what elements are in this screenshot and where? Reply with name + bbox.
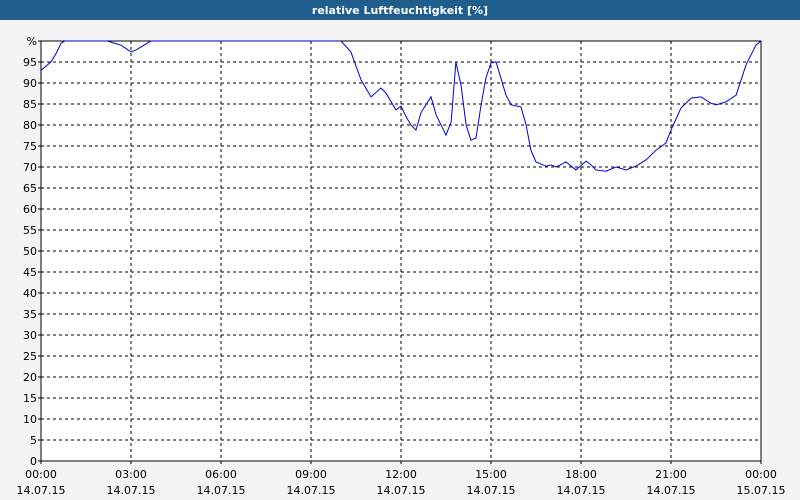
y-tick-label: 20 <box>23 371 37 384</box>
y-tick-label: 80 <box>23 119 37 132</box>
x-tick-date: 14.07.15 <box>287 484 336 497</box>
x-tick-label: 18:00 <box>565 468 597 481</box>
y-tick-label: 70 <box>23 161 37 174</box>
x-tick-label: 06:00 <box>205 468 237 481</box>
y-tick-label: 5 <box>30 434 37 447</box>
y-tick-label: 0 <box>30 455 37 468</box>
chart-title: relative Luftfeuchtigkeit [%] <box>312 4 488 17</box>
y-tick-label: 65 <box>23 182 37 195</box>
y-tick-label: 15 <box>23 392 37 405</box>
y-tick-label: 75 <box>23 140 37 153</box>
x-tick-date: 14.07.15 <box>377 484 426 497</box>
y-tick-label: 95 <box>23 56 37 69</box>
x-tick-date: 14.07.15 <box>467 484 516 497</box>
x-tick-label: 09:00 <box>295 468 327 481</box>
y-tick-label: 35 <box>23 308 37 321</box>
data-line <box>40 40 762 172</box>
x-tick-date: 14.07.15 <box>647 484 696 497</box>
y-tick-label: % <box>27 35 37 48</box>
x-tick-date: 14.07.15 <box>107 484 156 497</box>
plot-border <box>40 40 762 462</box>
x-tick-label: 00:00 <box>745 468 777 481</box>
y-tick-label: 10 <box>23 413 37 426</box>
y-tick-label: 90 <box>23 77 37 90</box>
x-tick-label: 15:00 <box>475 468 507 481</box>
y-tick-label: 85 <box>23 98 37 111</box>
y-tick-label: 55 <box>23 224 37 237</box>
title-bar <box>0 0 800 20</box>
x-tick-date: 15.07.15 <box>737 484 786 497</box>
x-tick-date: 14.07.15 <box>557 484 606 497</box>
y-tick-label: 50 <box>23 245 37 258</box>
x-tick-date: 14.07.15 <box>17 484 66 497</box>
y-tick-label: 60 <box>23 203 37 216</box>
x-tick-label: 21:00 <box>655 468 687 481</box>
y-tick-label: 45 <box>23 266 37 279</box>
y-tick-label: 25 <box>23 350 37 363</box>
x-tick-label: 12:00 <box>385 468 417 481</box>
y-tick-label: 40 <box>23 287 37 300</box>
x-tick-date: 14.07.15 <box>197 484 246 497</box>
x-tick-label: 00:00 <box>25 468 57 481</box>
y-tick-label: 30 <box>23 329 37 342</box>
x-tick-label: 03:00 <box>115 468 147 481</box>
